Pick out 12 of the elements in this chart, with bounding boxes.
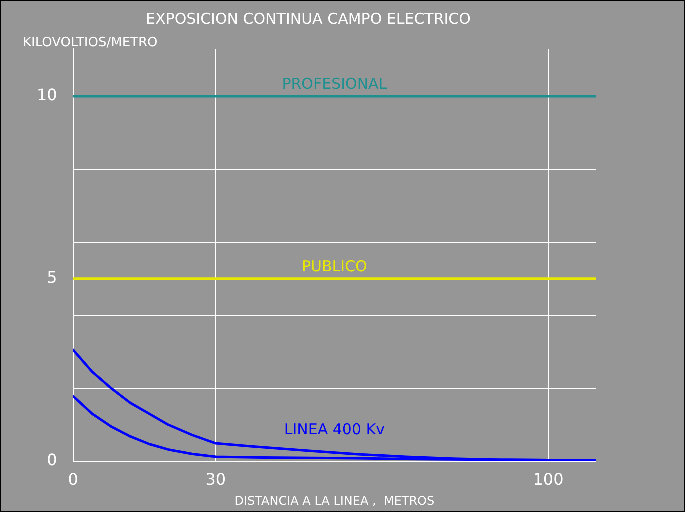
annotation: LINEA 400 Kv [284, 420, 386, 438]
x-tick-label: 0 [68, 470, 78, 490]
x-tick-label: 30 [206, 470, 226, 490]
ref-line-label: PROFESIONAL [282, 74, 388, 93]
ref-line-label: PUBLICO [302, 257, 368, 276]
x-axis-title: DISTANCIA A LA LINEA , METROS [234, 494, 435, 508]
y-tick-label: 5 [47, 268, 58, 288]
y-tick-label: 0 [47, 450, 58, 470]
y-tick-label: 10 [37, 86, 58, 105]
x-tick-label: 100 [533, 470, 564, 490]
y-axis-title: KILOVOLTIOS/METRO [23, 35, 158, 50]
chart-title: EXPOSICION CONTINUA CAMPO ELECTRICO [146, 10, 471, 28]
